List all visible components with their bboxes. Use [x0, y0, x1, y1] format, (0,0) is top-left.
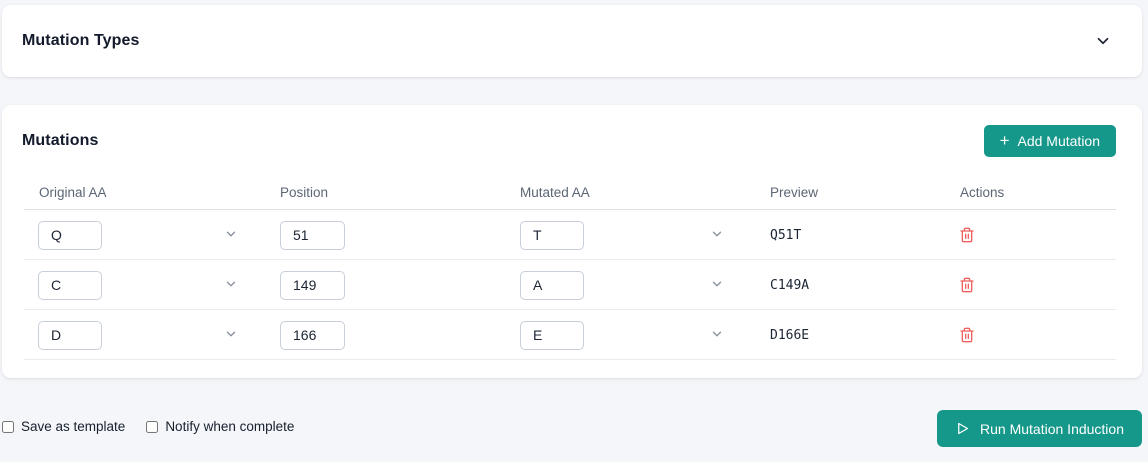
table-row: C 149 A [24, 260, 1116, 310]
save-as-template-label: Save as template [21, 419, 126, 434]
chevron-down-icon[interactable] [224, 327, 238, 341]
original-aa-cell [24, 210, 280, 260]
notify-when-complete-checkbox[interactable] [146, 420, 159, 433]
delete-mutation-button[interactable] [957, 225, 977, 245]
notify-when-complete-label: Notify when complete [165, 419, 295, 434]
add-mutation-label: Add Mutation [1017, 133, 1101, 149]
delete-mutation-button[interactable] [957, 275, 977, 295]
actions-cell [960, 260, 1116, 310]
mutated-aa-input[interactable] [520, 270, 584, 300]
chevron-down-icon[interactable] [710, 227, 724, 241]
table-header-row: Original AA Position Mutated AA Preview … [24, 184, 1116, 210]
add-mutation-button[interactable]: + Add Mutation [983, 125, 1116, 157]
original-aa-cell [24, 310, 280, 360]
save-as-template-checkbox[interactable] [2, 420, 14, 433]
position-cell [280, 260, 520, 310]
position-cell [280, 310, 520, 360]
chevron-down-icon[interactable] [224, 227, 238, 241]
position-input[interactable] [280, 220, 345, 250]
mutated-aa-cell [520, 260, 770, 310]
original-aa-input[interactable] [38, 220, 102, 250]
plus-icon: + [999, 131, 1010, 150]
column-header-original-aa: Original AA [39, 185, 107, 200]
mutations-title: Mutations [22, 132, 99, 149]
mutation-types-panel[interactable]: Mutation Types [2, 5, 1142, 77]
mutated-aa-cell [520, 310, 770, 360]
original-aa-input[interactable] [38, 270, 102, 300]
column-header-actions: Actions [960, 185, 1005, 200]
chevron-down-icon[interactable] [710, 277, 724, 291]
preview-cell: Q51T [770, 210, 960, 260]
column-header-position: Position [280, 185, 329, 200]
original-aa-input[interactable] [38, 320, 102, 350]
run-button-label: Run Mutation Induction [980, 420, 1124, 437]
chevron-down-icon[interactable] [1090, 28, 1116, 54]
original-aa-cell [24, 260, 280, 310]
table-row: Q 51 T [24, 210, 1116, 260]
run-mutation-induction-button[interactable]: Run Mutation Induction [937, 410, 1142, 447]
column-header-mutated-aa: Mutated AA [520, 185, 590, 200]
play-icon [958, 422, 969, 435]
save-as-template-option[interactable]: Save as template [2, 419, 125, 434]
delete-mutation-button[interactable] [957, 325, 977, 345]
preview-cell: C149A [770, 260, 960, 310]
mutation-preview: Q51T [770, 227, 802, 243]
footer-options: Save as template Notify when complete [2, 419, 294, 434]
mutation-preview: D166E [770, 327, 810, 343]
mutations-header: Mutations + Add Mutation [2, 105, 1142, 157]
trash-icon [960, 277, 974, 293]
position-input[interactable] [280, 270, 345, 300]
preview-cell: D166E [770, 310, 960, 360]
mutation-types-title: Mutation Types [22, 32, 140, 49]
trash-icon [960, 227, 974, 243]
chevron-down-icon[interactable] [710, 327, 724, 341]
notify-when-complete-option[interactable]: Notify when complete [146, 419, 294, 434]
mutation-preview: C149A [770, 277, 810, 293]
position-input[interactable] [280, 320, 345, 350]
chevron-down-icon[interactable] [224, 277, 238, 291]
mutated-aa-cell [520, 210, 770, 260]
column-header-preview: Preview [770, 185, 819, 200]
actions-cell [960, 210, 1116, 260]
position-cell [280, 210, 520, 260]
trash-icon [960, 327, 974, 343]
actions-cell [960, 310, 1116, 360]
mutated-aa-input[interactable] [520, 320, 584, 350]
table-row: D 166 E [24, 310, 1116, 360]
mutations-panel: Mutations + Add Mutation Original AA Pos… [2, 105, 1142, 378]
mutated-aa-input[interactable] [520, 220, 584, 250]
